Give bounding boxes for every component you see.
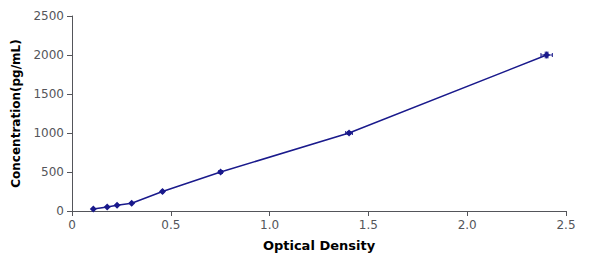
- svg-text:1.0: 1.0: [260, 218, 279, 232]
- svg-text:2.0: 2.0: [458, 218, 477, 232]
- svg-text:0.5: 0.5: [161, 218, 180, 232]
- svg-text:2000: 2000: [33, 48, 64, 62]
- svg-text:1000: 1000: [33, 126, 64, 140]
- svg-text:Optical Density: Optical Density: [263, 238, 376, 253]
- svg-text:0: 0: [56, 204, 64, 218]
- svg-text:2500: 2500: [33, 9, 64, 23]
- svg-text:500: 500: [41, 165, 64, 179]
- svg-text:Concentration(pg/mL): Concentration(pg/mL): [9, 39, 23, 187]
- svg-text:2.5: 2.5: [556, 218, 575, 232]
- svg-text:0: 0: [68, 218, 76, 232]
- svg-text:1500: 1500: [33, 87, 64, 101]
- svg-text:1.5: 1.5: [359, 218, 378, 232]
